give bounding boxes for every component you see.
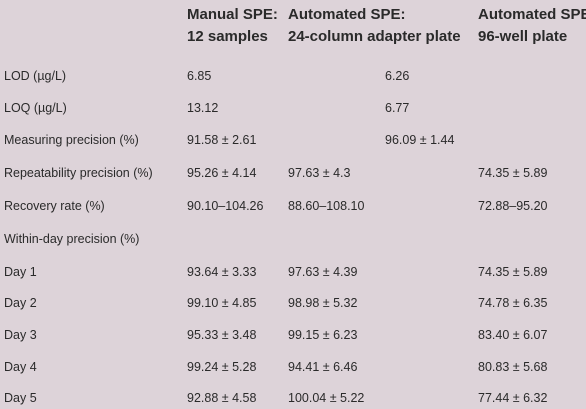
table-row-day-2: Day 2 99.10 ± 4.85 98.98 ± 5.32 74.78 ± …	[0, 293, 586, 313]
table-row-day-1: Day 1 93.64 ± 3.33 97.63 ± 4.39 74.35 ± …	[0, 262, 586, 282]
row-label: Day 1	[4, 265, 37, 279]
cell-manual: 92.88 ± 4.58	[187, 391, 257, 405]
cell-96-well: 74.78 ± 6.35	[478, 296, 548, 310]
row-label: Measuring precision (%)	[4, 133, 139, 147]
header-manual-spe-line1: Manual SPE:	[187, 6, 278, 23]
row-label: LOQ (µg/L)	[4, 101, 67, 115]
table-row-within-day-precision: Within-day precision (%)	[0, 229, 586, 249]
table-row-loq: LOQ (µg/L) 13.12 6.77	[0, 98, 586, 118]
header-automated-spe-24-column-line2: 24-column adapter plate	[288, 28, 461, 45]
table-row-lod: LOD (µg/L) 6.85 6.26	[0, 66, 586, 86]
cell-shared: 96.09 ± 1.44	[385, 133, 455, 147]
cell-manual: 95.33 ± 3.48	[187, 328, 257, 342]
header-automated-spe-96-well: Automated SPE: 96-well plate	[478, 4, 586, 48]
header-manual-spe: Manual SPE: 12 samples	[187, 4, 278, 48]
header-manual-spe-line2: 12 samples	[187, 28, 268, 45]
row-label: Repeatability precision (%)	[4, 166, 153, 180]
cell-96-well: 83.40 ± 6.07	[478, 328, 548, 342]
cell-24-column: 97.63 ± 4.39	[288, 265, 358, 279]
table-row-measuring-precision: Measuring precision (%) 91.58 ± 2.61 96.…	[0, 130, 586, 150]
cell-manual: 99.10 ± 4.85	[187, 296, 257, 310]
row-label: Recovery rate (%)	[4, 199, 105, 213]
table-row-day-4: Day 4 99.24 ± 5.28 94.41 ± 6.46 80.83 ± …	[0, 357, 586, 377]
table-row-recovery-rate: Recovery rate (%) 90.10–104.26 88.60–108…	[0, 196, 586, 216]
cell-24-column: 100.04 ± 5.22	[288, 391, 365, 405]
cell-manual: 91.58 ± 2.61	[187, 133, 257, 147]
cell-24-column: 94.41 ± 6.46	[288, 360, 358, 374]
row-label: Day 2	[4, 296, 37, 310]
cell-manual: 93.64 ± 3.33	[187, 265, 257, 279]
cell-96-well: 72.88–95.20	[478, 199, 548, 213]
cell-24-column: 98.98 ± 5.32	[288, 296, 358, 310]
table-row-day-3: Day 3 95.33 ± 3.48 99.15 ± 6.23 83.40 ± …	[0, 325, 586, 345]
row-label: Day 4	[4, 360, 37, 374]
header-automated-spe-96-well-line1: Automated SPE:	[478, 6, 586, 23]
header-automated-spe-96-well-line2: 96-well plate	[478, 28, 568, 45]
table-row-day-5: Day 5 92.88 ± 4.58 100.04 ± 5.22 77.44 ±…	[0, 388, 586, 408]
cell-96-well: 77.44 ± 6.32	[478, 391, 548, 405]
cell-manual: 90.10–104.26	[187, 199, 264, 213]
cell-96-well: 80.83 ± 5.68	[478, 360, 548, 374]
cell-manual: 95.26 ± 4.14	[187, 166, 257, 180]
cell-24-column: 88.60–108.10	[288, 199, 365, 213]
cell-24-column: 99.15 ± 6.23	[288, 328, 358, 342]
cell-96-well: 74.35 ± 5.89	[478, 166, 548, 180]
header-automated-spe-24-column: Automated SPE: 24-column adapter plate	[288, 4, 461, 48]
cell-manual: 6.85	[187, 69, 212, 83]
cell-manual: 13.12	[187, 101, 219, 115]
row-label: Day 5	[4, 391, 37, 405]
cell-96-well: 74.35 ± 5.89	[478, 265, 548, 279]
row-label: Day 3	[4, 328, 37, 342]
cell-shared: 6.26	[385, 69, 410, 83]
cell-manual: 99.24 ± 5.28	[187, 360, 257, 374]
header-automated-spe-24-column-line1: Automated SPE:	[288, 6, 406, 23]
cell-24-column: 97.63 ± 4.3	[288, 166, 351, 180]
row-label: Within-day precision (%)	[4, 232, 140, 246]
row-label: LOD (µg/L)	[4, 69, 67, 83]
cell-shared: 6.77	[385, 101, 410, 115]
table-row-repeatability-precision: Repeatability precision (%) 95.26 ± 4.14…	[0, 163, 586, 183]
